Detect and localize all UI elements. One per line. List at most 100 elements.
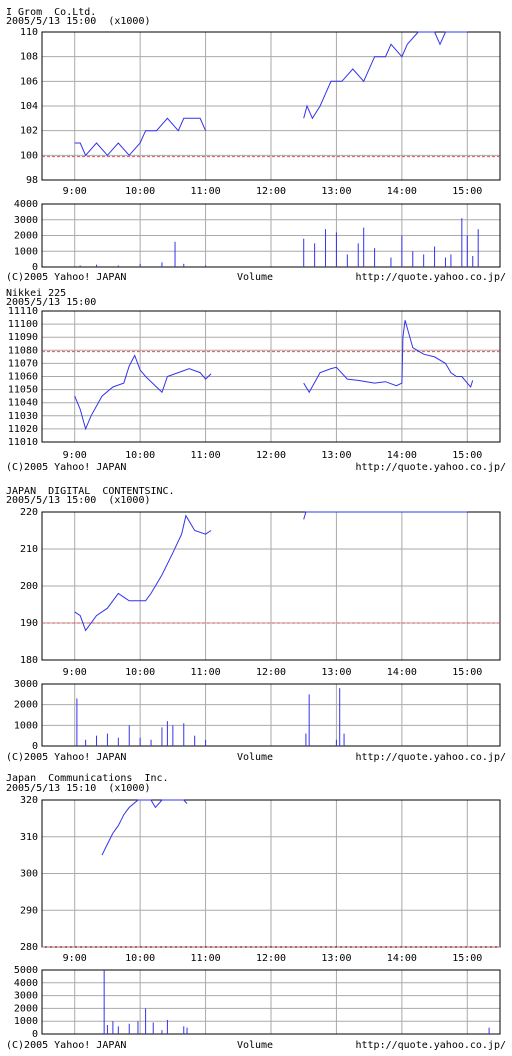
- chart-subtitle: 2005/5/13 15:00: [6, 297, 96, 308]
- x-tick-label: 13:00: [321, 186, 351, 197]
- y-tick-label: 11050: [8, 385, 38, 396]
- x-tick-label: 13:00: [321, 953, 351, 964]
- volume-label: Volume: [237, 752, 273, 763]
- x-tick-label: 12:00: [256, 450, 286, 461]
- y-tick-label: 320: [20, 795, 38, 806]
- x-tick-label: 10:00: [125, 450, 155, 461]
- plot-frame: [41, 203, 501, 268]
- x-tick-label: 10:00: [125, 953, 155, 964]
- y-tick-label: 190: [20, 618, 38, 629]
- y-tick-label: 1000: [14, 1016, 38, 1027]
- chart-title: Japan Communications Inc.: [6, 773, 169, 784]
- y-tick-label: 102: [20, 126, 38, 137]
- y-tick-label: 300: [20, 869, 38, 880]
- y-tick-label: 3000: [14, 679, 38, 690]
- price-line: [101, 799, 188, 856]
- price-line: [74, 511, 468, 632]
- x-tick-label: 12:00: [256, 186, 286, 197]
- y-tick-label: 1000: [14, 720, 38, 731]
- y-tick-label: 3000: [14, 215, 38, 226]
- x-tick-label: 11:00: [191, 953, 221, 964]
- y-tick-label: 11110: [8, 306, 38, 317]
- y-tick-label: 108: [20, 52, 38, 63]
- y-tick-label: 0: [32, 262, 38, 273]
- plot-frame: [41, 511, 501, 661]
- source-url: http://quote.yahoo.co.jp/: [355, 1040, 506, 1051]
- y-tick-label: 11090: [8, 332, 38, 343]
- y-tick-label: 310: [20, 832, 38, 843]
- x-tick-label: 15:00: [452, 953, 482, 964]
- copyright: (C)2005 Yahoo! JAPAN: [6, 272, 126, 283]
- x-tick-label: 12:00: [256, 667, 286, 678]
- copyright: (C)2005 Yahoo! JAPAN: [6, 462, 126, 473]
- x-tick-label: 12:00: [256, 953, 286, 964]
- x-tick-label: 15:00: [452, 186, 482, 197]
- x-tick-label: 11:00: [191, 450, 221, 461]
- y-tick-label: 11080: [8, 345, 38, 356]
- x-tick-label: 11:00: [191, 186, 221, 197]
- y-tick-label: 290: [20, 905, 38, 916]
- plot-frame: [41, 969, 501, 1035]
- y-tick-label: 11040: [8, 398, 38, 409]
- y-tick-label: 11030: [8, 411, 38, 422]
- y-tick-label: 210: [20, 544, 38, 555]
- y-tick-label: 1000: [14, 246, 38, 257]
- x-tick-label: 14:00: [387, 450, 417, 461]
- y-tick-label: 2000: [14, 231, 38, 242]
- y-tick-label: 5000: [14, 965, 38, 976]
- y-tick-label: 100: [20, 150, 38, 161]
- x-tick-label: 10:00: [125, 186, 155, 197]
- x-tick-label: 9:00: [63, 667, 87, 678]
- plot-frame: [41, 310, 501, 443]
- plot-frame: [41, 683, 501, 747]
- y-tick-label: 11070: [8, 358, 38, 369]
- y-tick-label: 4000: [14, 199, 38, 210]
- chart-subtitle: 2005/5/13 15:10 (x1000): [6, 783, 151, 794]
- source-url: http://quote.yahoo.co.jp/: [355, 272, 506, 283]
- plot-frame: [41, 799, 501, 948]
- y-tick-label: 220: [20, 507, 38, 518]
- y-tick-label: 280: [20, 942, 38, 953]
- chart-title: I Grom Co.Ltd.: [6, 7, 96, 18]
- x-tick-label: 13:00: [321, 450, 351, 461]
- y-tick-label: 2000: [14, 1003, 38, 1014]
- chart-subtitle: 2005/5/13 15:00 (x1000): [6, 495, 151, 506]
- y-tick-label: 0: [32, 1029, 38, 1040]
- volume-label: Volume: [237, 272, 273, 283]
- y-tick-label: 4000: [14, 978, 38, 989]
- y-tick-label: 0: [32, 741, 38, 752]
- y-tick-label: 11010: [8, 437, 38, 448]
- y-tick-label: 2000: [14, 700, 38, 711]
- chart-title: Nikkei 225: [6, 288, 66, 299]
- x-tick-label: 10:00: [125, 667, 155, 678]
- x-tick-label: 11:00: [191, 667, 221, 678]
- y-tick-label: 11020: [8, 424, 38, 435]
- x-tick-label: 15:00: [452, 667, 482, 678]
- x-tick-label: 9:00: [63, 186, 87, 197]
- y-tick-label: 98: [26, 175, 38, 186]
- price-line: [74, 31, 468, 157]
- y-tick-label: 11060: [8, 372, 38, 383]
- chart-subtitle: 2005/5/13 15:00 (x1000): [6, 16, 151, 27]
- x-tick-label: 13:00: [321, 667, 351, 678]
- y-tick-label: 11100: [8, 319, 38, 330]
- y-tick-label: 104: [20, 101, 38, 112]
- x-tick-label: 14:00: [387, 953, 417, 964]
- y-tick-label: 200: [20, 581, 38, 592]
- source-url: http://quote.yahoo.co.jp/: [355, 752, 506, 763]
- chart-title: JAPAN DIGITAL CONTENTSINC.: [6, 486, 175, 497]
- copyright: (C)2005 Yahoo! JAPAN: [6, 752, 126, 763]
- source-url: http://quote.yahoo.co.jp/: [355, 462, 506, 473]
- y-tick-label: 3000: [14, 991, 38, 1002]
- x-tick-label: 9:00: [63, 450, 87, 461]
- y-tick-label: 180: [20, 655, 38, 666]
- x-tick-label: 14:00: [387, 186, 417, 197]
- x-tick-label: 14:00: [387, 667, 417, 678]
- volume-label: Volume: [237, 1040, 273, 1051]
- price-line: [74, 320, 474, 431]
- copyright: (C)2005 Yahoo! JAPAN: [6, 1040, 126, 1051]
- x-tick-label: 15:00: [452, 450, 482, 461]
- x-tick-label: 9:00: [63, 953, 87, 964]
- y-tick-label: 110: [20, 27, 38, 38]
